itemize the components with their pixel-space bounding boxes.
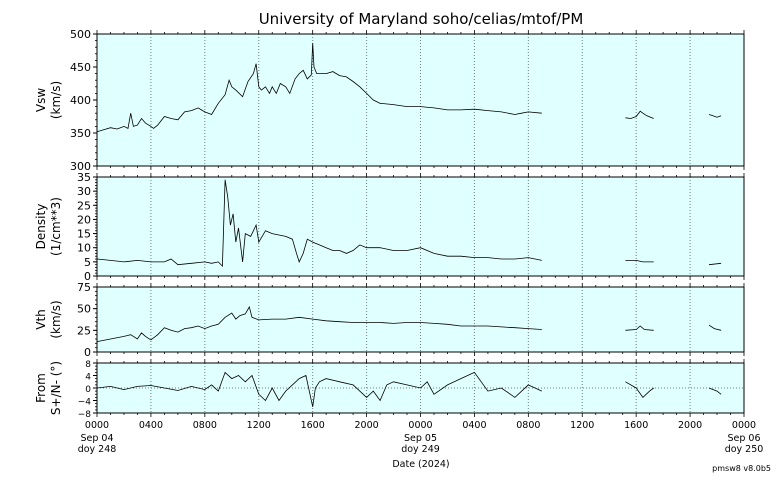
- data-line-segment: [96, 179, 542, 268]
- y-tick-label: 0: [85, 385, 91, 395]
- data-line-segment: [96, 305, 542, 342]
- y-tick-label: 30: [77, 185, 91, 198]
- x-tick-label: 1600: [301, 420, 325, 431]
- panel-background: [97, 177, 744, 276]
- data-line-segment: [708, 262, 722, 266]
- panel-4: −8 −4 0 4 8 From S+/N- (°): [34, 359, 745, 420]
- x-tick-label: 0000: [85, 420, 109, 431]
- x-tick-label: 1200: [570, 420, 594, 431]
- panel-1: 300 350 400 450 500 Vsw (km/s): [34, 28, 745, 173]
- y-tick-label: 350: [70, 127, 91, 140]
- y-tick-label: 75: [77, 281, 91, 294]
- y-tick-label: 300: [70, 160, 91, 173]
- data-line-segment: [625, 110, 654, 119]
- y-tick-label: −8: [78, 410, 92, 420]
- x-axis-label: Date (2024): [392, 459, 449, 470]
- y-tick-label: 25: [77, 324, 91, 337]
- y-tick-label: 35: [77, 171, 91, 184]
- y-tick-label: 50: [77, 303, 91, 316]
- y-axis-label-unit: (1/cm**3): [49, 197, 63, 256]
- y-tick-label: 0: [84, 346, 91, 359]
- y-tick-label: 500: [70, 28, 91, 41]
- data-line-segment: [625, 381, 654, 399]
- y-axis-label: Vth: [34, 309, 48, 330]
- data-line-segment: [708, 324, 722, 331]
- x-tick-label: 0800: [193, 420, 217, 431]
- x-tick-label: 0400: [139, 420, 163, 431]
- y-axis-label-unit: (km/s): [49, 300, 63, 338]
- data-line-segment: [625, 325, 654, 331]
- x-date-label: Sep 06: [727, 433, 760, 444]
- y-tick-label: 25: [77, 199, 91, 212]
- x-tick-label: 0000: [408, 420, 432, 431]
- y-tick-label: 4: [85, 373, 91, 383]
- y-axis-label-unit: S+/N- (°): [49, 361, 63, 415]
- y-tick-label: 5: [84, 256, 91, 269]
- y-axis-label: Density: [34, 204, 48, 250]
- y-tick-label: 10: [77, 242, 91, 255]
- x-tick-label: 1200: [247, 420, 271, 431]
- x-tick-label: 2000: [678, 420, 702, 431]
- panel-3: 0 25 50 75 Vth (km/s): [34, 281, 745, 359]
- y-tick-label: −4: [78, 398, 92, 408]
- y-axis-label: From: [34, 373, 48, 403]
- data-line-segment: [708, 387, 722, 395]
- y-tick-label: 15: [77, 228, 91, 241]
- x-doy-label: doy 248: [78, 444, 117, 455]
- x-doy-label: doy 250: [725, 444, 764, 455]
- x-date-label: Sep 05: [404, 433, 437, 444]
- data-line-segment: [625, 259, 654, 263]
- data-line-segment: [96, 371, 542, 407]
- figure-title: University of Maryland soho/celias/mtof/…: [259, 10, 584, 28]
- y-tick-label: 400: [70, 94, 91, 107]
- y-tick-label: 20: [77, 213, 91, 226]
- y-tick-label: 0: [84, 270, 91, 283]
- x-tick-label: 0800: [516, 420, 540, 431]
- x-tick-label: 0000: [732, 420, 756, 431]
- y-tick-label: 8: [85, 360, 91, 370]
- data-line-segment: [96, 43, 542, 133]
- y-axis-label-unit: (km/s): [49, 81, 63, 119]
- x-doy-label: doy 249: [401, 444, 440, 455]
- x-tick-label: 0400: [462, 420, 486, 431]
- y-axis-label: Vsw: [34, 88, 48, 112]
- y-tick-label: 450: [70, 61, 91, 74]
- data-line-segment: [708, 114, 722, 118]
- x-tick-label: 1600: [624, 420, 648, 431]
- x-tick-label: 2000: [354, 420, 378, 431]
- footer-version: pmsw8 v8.0b5: [712, 464, 771, 473]
- x-date-label: Sep 04: [80, 433, 113, 444]
